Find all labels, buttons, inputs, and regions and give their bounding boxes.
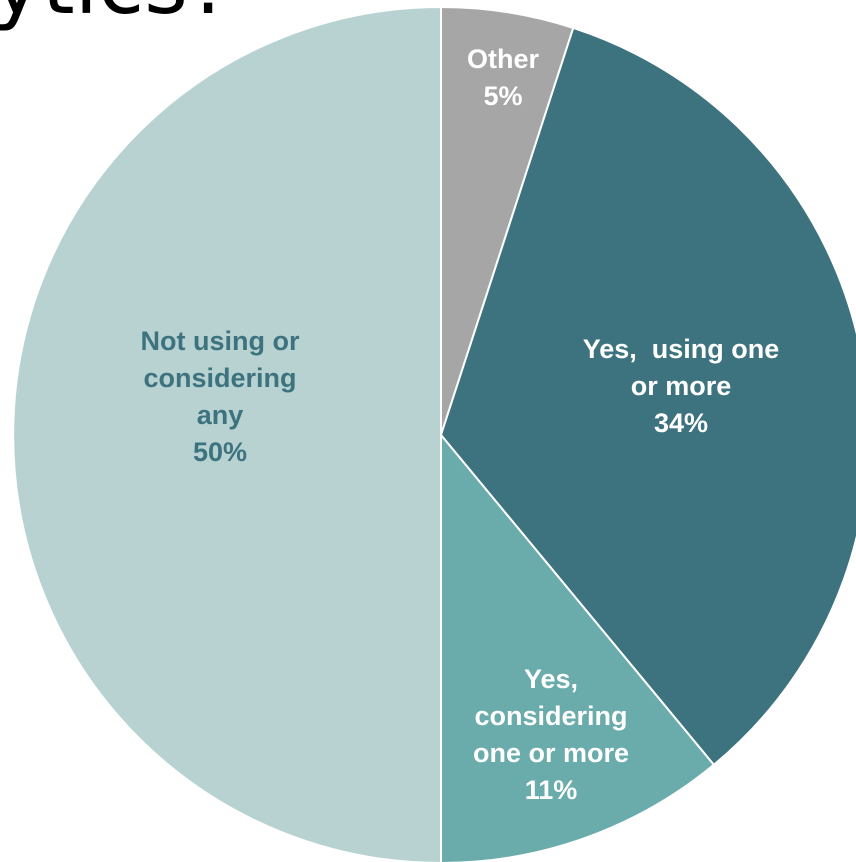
- slice-label: Other 5%: [467, 44, 540, 111]
- slice-percent-label: 50%: [193, 437, 247, 467]
- pie-slice-yes-considering-one-or-more: [440, 432, 716, 862]
- slice-name-label: one or more: [473, 738, 629, 768]
- slice-percent-label: 5%: [483, 81, 522, 111]
- pie-slice-not-using-or-considering-any: [12, 5, 442, 862]
- pie-slice-yes-using-one-or-more: [439, 26, 856, 767]
- slice-label: Yes, considering one or more 11%: [473, 664, 629, 805]
- slice-name-label: any: [197, 400, 244, 430]
- pie-slices: [12, 5, 856, 862]
- slice-label: Yes, using one or more 34%: [583, 334, 780, 438]
- slice-name-label: considering: [474, 701, 627, 731]
- slice-name-label: Yes, using one: [583, 334, 780, 364]
- slice-name-label: considering: [143, 363, 296, 393]
- slice-label: Not using or considering any 50%: [141, 326, 300, 467]
- slice-name-label: Other: [467, 44, 540, 74]
- slice-name-label: or more: [631, 371, 732, 401]
- chart-title-fragment: ytics?: [0, 0, 233, 26]
- slice-percent-label: 11%: [525, 775, 578, 805]
- slice-name-label: Not using or: [141, 326, 300, 356]
- slice-percent-label: 34%: [654, 408, 708, 438]
- slice-name-label: Yes,: [524, 664, 578, 694]
- pie-labels: Other 5% Yes, using one or more 34% Yes, consi…: [141, 44, 780, 805]
